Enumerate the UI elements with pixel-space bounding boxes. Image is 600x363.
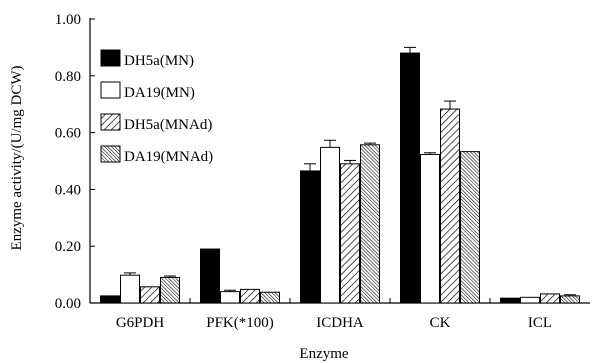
bar-dh5a-mn--g6pdh xyxy=(100,295,120,304)
legend-label: DH5a(MNAd) xyxy=(124,117,212,133)
legend-swatch xyxy=(100,81,121,99)
bar-dh5a-mn--icdha xyxy=(300,170,320,304)
bar-dh5a-mnad--icl xyxy=(540,293,560,304)
bar-da19-mn--pfk-100- xyxy=(220,291,240,304)
y-ticks: 0.00 0.20 0.40 0.60 0.80 1.00 xyxy=(55,12,95,312)
bar-da19-mnad--ck xyxy=(460,151,480,304)
bar-dh5a-mn--icl xyxy=(500,297,520,304)
bar-dh5a-mnad--g6pdh xyxy=(140,286,160,304)
bar-dh5a-mn--ck xyxy=(400,52,420,304)
legend-label: DA19(MNAd) xyxy=(124,149,213,165)
x-tick-label: CK xyxy=(430,315,451,331)
x-axis-title: Enzyme xyxy=(299,346,348,362)
bar-dh5a-mnad--pfk-100- xyxy=(240,288,260,304)
bar-da19-mn--icdha xyxy=(320,146,340,304)
y-tick-label: 0.40 xyxy=(55,182,81,198)
bar-da19-mnad--pfk-100- xyxy=(260,291,280,304)
y-axis-title: Enzyme activity/(U/mg DCW) xyxy=(9,66,25,251)
legend: DH5a(MN) DA19(MN) DH5a(MNAd) DA19(MNAd) xyxy=(100,49,213,165)
bar-da19-mnad--icdha xyxy=(360,144,380,304)
x-ticks: G6PDH PFK(*100) ICDHA CK ICL xyxy=(116,298,552,331)
legend-label: DH5a(MN) xyxy=(124,53,194,69)
x-tick-label: PFK(*100) xyxy=(206,315,274,331)
y-tick-label: 0.20 xyxy=(55,239,81,255)
legend-swatch xyxy=(100,49,121,67)
y-tick-label: 0.80 xyxy=(55,69,81,85)
legend-swatch xyxy=(100,145,121,163)
bar-dh5a-mnad--icdha xyxy=(340,163,360,304)
bar-da19-mn--ck xyxy=(420,153,440,304)
bar-da19-mnad--g6pdh xyxy=(160,276,180,304)
bar-dh5a-mn--pfk-100- xyxy=(200,248,220,304)
x-tick-label: ICDHA xyxy=(316,315,364,331)
legend-swatch xyxy=(100,113,121,131)
x-tick-label: ICL xyxy=(528,315,552,331)
y-tick-label: 0.00 xyxy=(55,296,81,312)
bar-da19-mn--icl xyxy=(520,296,540,304)
bar-da19-mn--g6pdh xyxy=(120,274,140,304)
legend-label: DA19(MN) xyxy=(124,85,195,101)
y-tick-label: 0.60 xyxy=(55,126,81,142)
y-tick-label: 1.00 xyxy=(55,12,81,28)
bar-da19-mnad--icl xyxy=(560,295,580,304)
x-tick-label: G6PDH xyxy=(116,315,165,331)
bar-dh5a-mnad--ck xyxy=(440,108,460,304)
bars xyxy=(100,46,580,304)
